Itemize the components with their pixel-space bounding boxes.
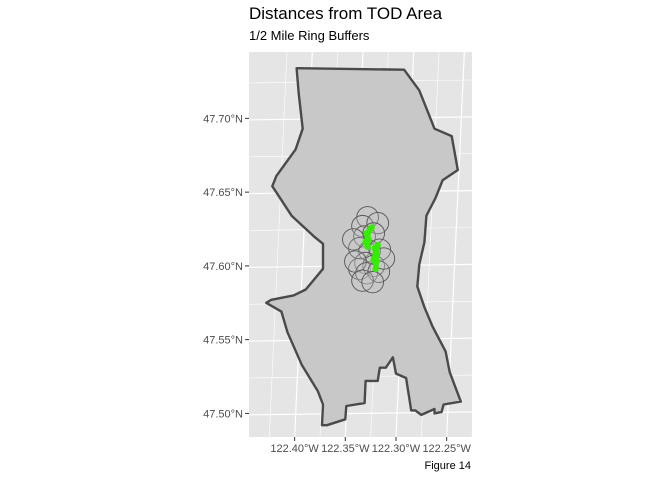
x-tick-label: 122.25°W (422, 443, 471, 455)
tod-station-point (372, 250, 379, 258)
minor-gridline-x (268, 52, 288, 437)
tod-station-point (362, 239, 369, 246)
x-tick-label: 122.40°W (270, 443, 319, 455)
buffer-ring (361, 270, 384, 294)
chart-subtitle: 1/2 Mile Ring Buffers (249, 28, 370, 43)
y-tick-label: 47.65°N (203, 187, 243, 199)
x-tick-label: 122.35°W (321, 443, 370, 455)
y-tick-label: 47.55°N (203, 335, 243, 347)
x-tick-label: 122.30°W (372, 443, 421, 455)
y-tick-label: 47.60°N (203, 261, 243, 273)
y-tick-label: 47.50°N (203, 408, 243, 420)
minor-gridline-x (471, 430, 472, 437)
buffer-ring (351, 269, 374, 292)
map-layers (265, 66, 462, 427)
tod-station-point (368, 224, 375, 231)
tod-station-point (370, 256, 377, 264)
figure-caption: Figure 14 (424, 460, 471, 472)
axes: 47.70°N 47.65°N 47.60°N 47.55°N 47.50°N 122.4… (203, 113, 471, 455)
buffer-ring (342, 228, 365, 251)
tod-station-point (372, 265, 379, 273)
y-tick-label: 47.70°N (203, 113, 243, 125)
chart-title: Distances from TOD Area (249, 4, 443, 23)
tod-stations (362, 224, 381, 273)
tod-station-point (374, 242, 381, 249)
